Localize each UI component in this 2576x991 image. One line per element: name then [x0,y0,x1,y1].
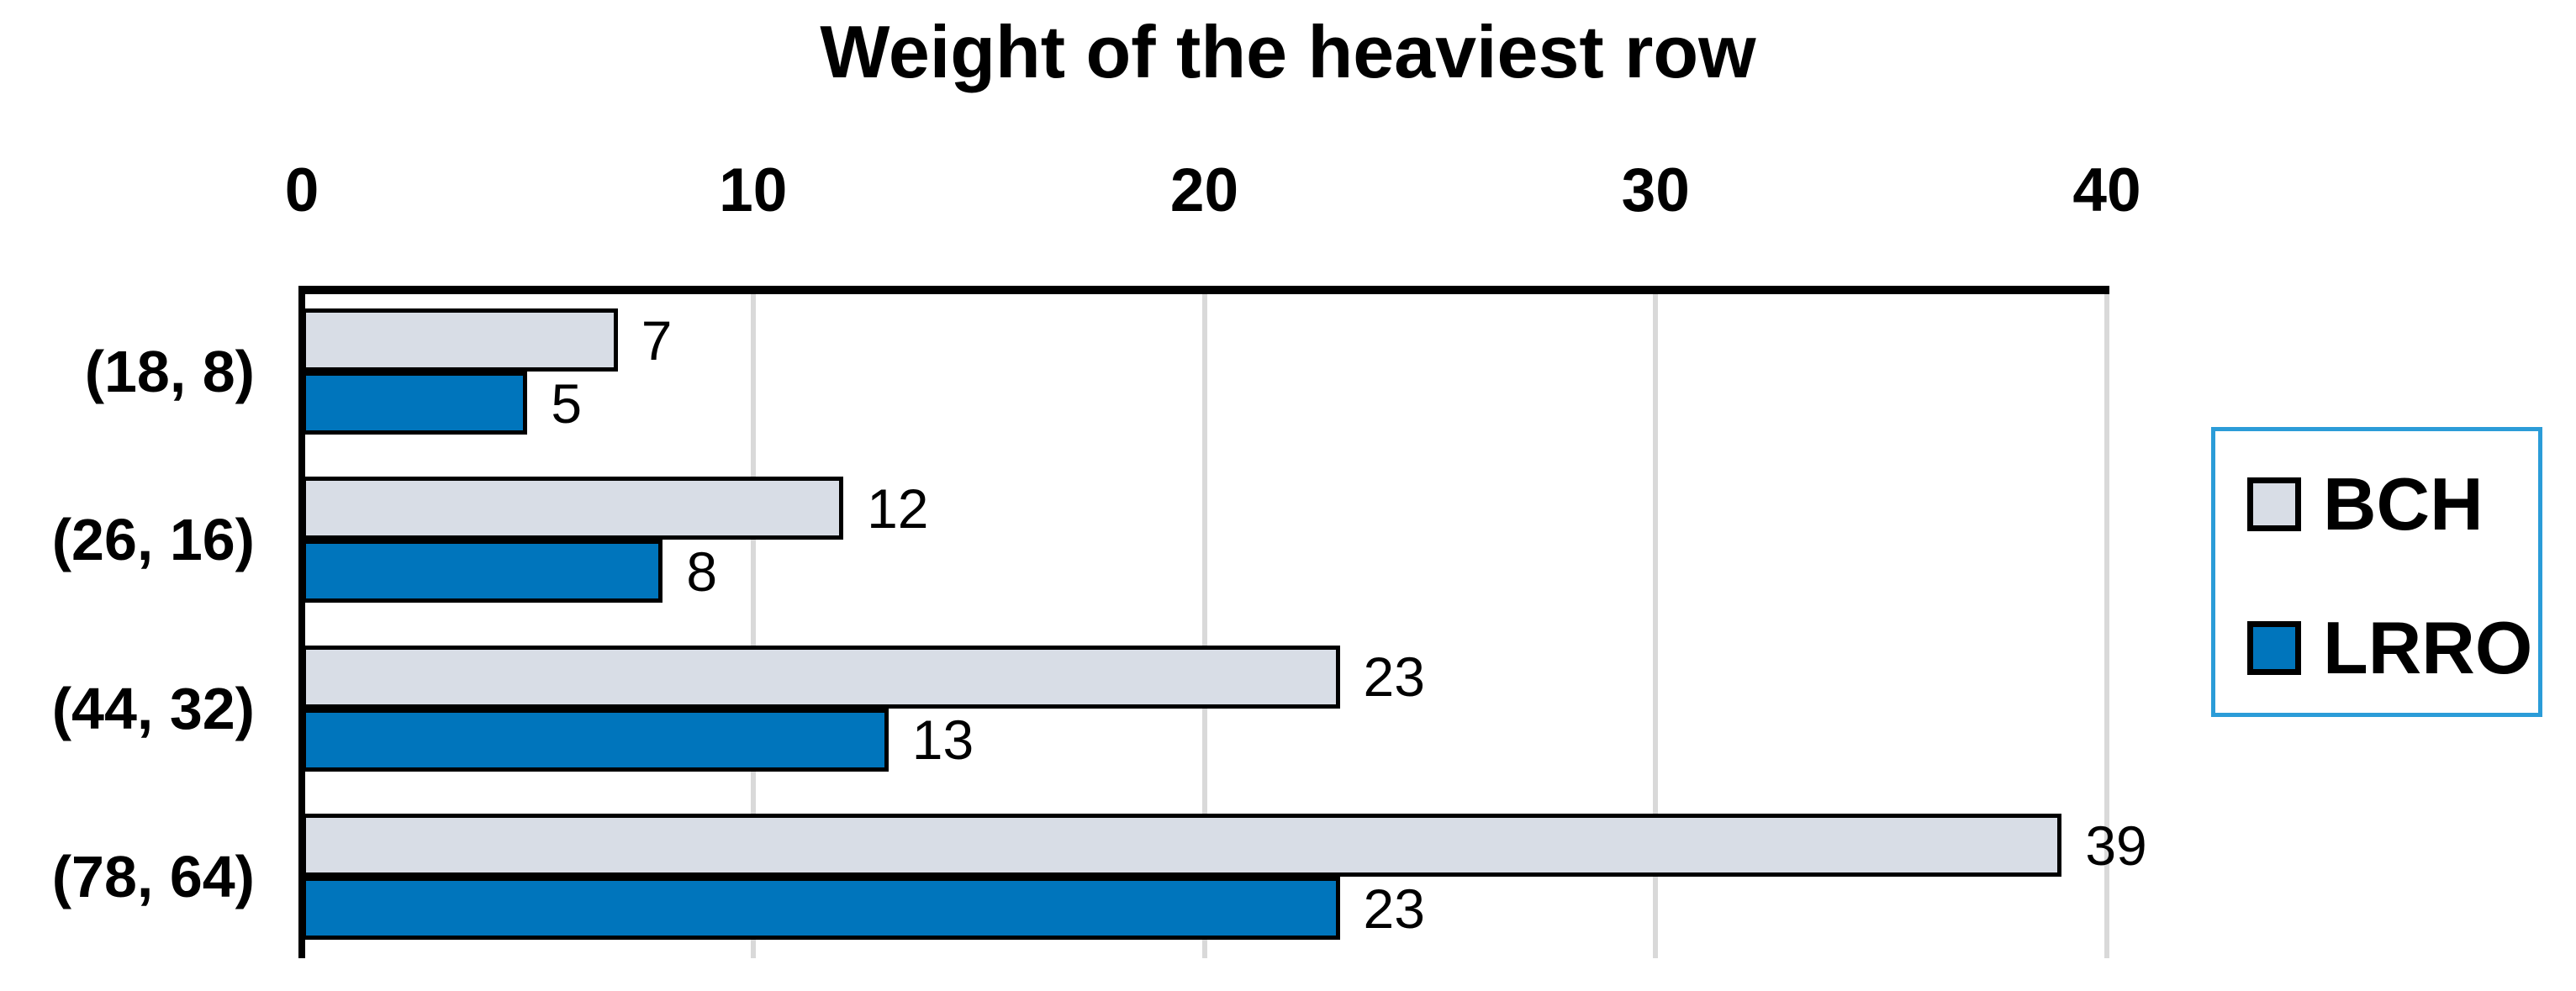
legend-entry-bch: BCH [2247,464,2484,545]
legend: BCH LRRO [2211,427,2542,717]
bar-value-label: 8 [686,540,718,603]
bar-bch [302,477,844,540]
legend-label: LRRO [2323,606,2533,689]
gridline [1653,294,1659,958]
gridline [1201,294,1207,958]
x-axis-tick-label: 20 [1169,156,1239,224]
bar-value-label: 5 [551,372,583,435]
gridline [750,294,756,958]
category-label: (78, 64) [51,844,255,910]
bar-value-label: 39 [2085,814,2147,877]
x-axis-line [298,286,2109,294]
bar-value-label: 13 [911,709,974,772]
bar-lrro [302,540,663,604]
category-label: (44, 32) [51,675,255,741]
legend-swatch-lrro [2247,621,2301,675]
bar-value-label: 12 [867,477,929,540]
gridline [2104,294,2109,958]
bar-value-label: 23 [1363,646,1425,709]
legend-label: BCH [2323,462,2484,546]
category-label: (26, 16) [51,507,255,573]
chart-title: Weight of the heaviest row [820,10,1756,93]
bar-value-label: 23 [1363,877,1425,940]
category-label: (18, 8) [84,339,255,404]
bar-bch [302,814,2062,878]
bar-value-label: 7 [641,308,673,372]
legend-swatch-bch [2247,477,2301,531]
x-axis-tick-label: 10 [719,156,788,224]
bar-bch [302,308,618,372]
bar-lrro [302,372,528,435]
x-axis-tick-label: 0 [284,156,319,224]
bar-bch [302,645,1340,709]
legend-entry-lrro: LRRO [2247,608,2532,688]
x-axis-tick-label: 40 [2072,156,2141,224]
bar-lrro [302,708,889,772]
bar-lrro [302,877,1340,941]
x-axis-tick-label: 30 [1621,156,1690,224]
y-axis-line [298,286,305,958]
